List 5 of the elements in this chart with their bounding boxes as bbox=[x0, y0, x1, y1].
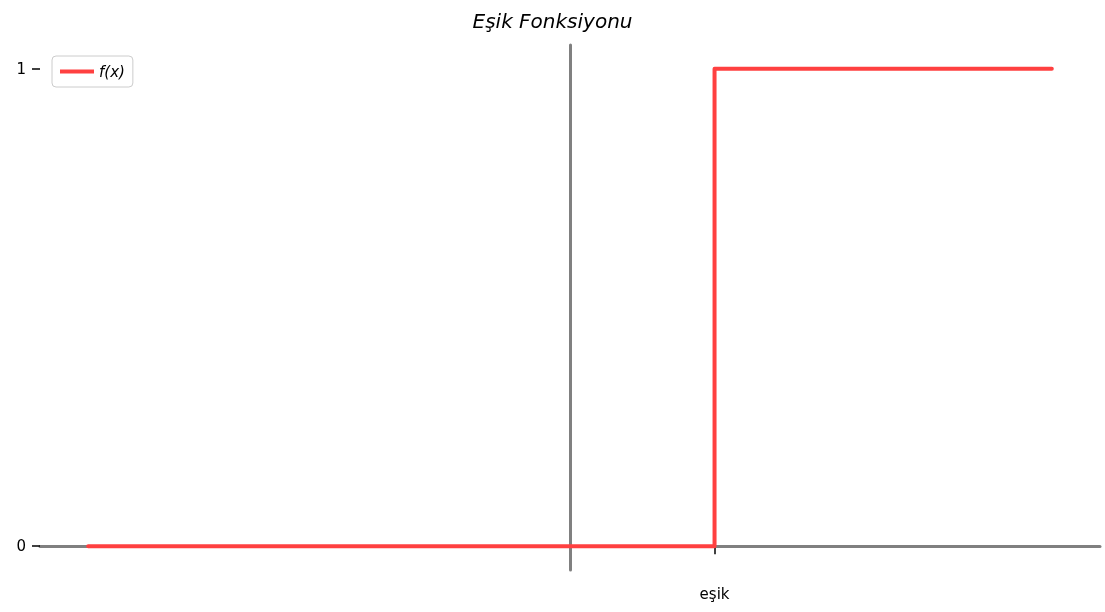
y-tick-label: 0 bbox=[16, 537, 26, 556]
legend-label: f(x) bbox=[99, 62, 125, 81]
chart-title: Eşik Fonksiyonu bbox=[472, 9, 633, 33]
y-tick-label: 1 bbox=[16, 59, 26, 78]
x-tick-label: eşik bbox=[699, 584, 730, 603]
